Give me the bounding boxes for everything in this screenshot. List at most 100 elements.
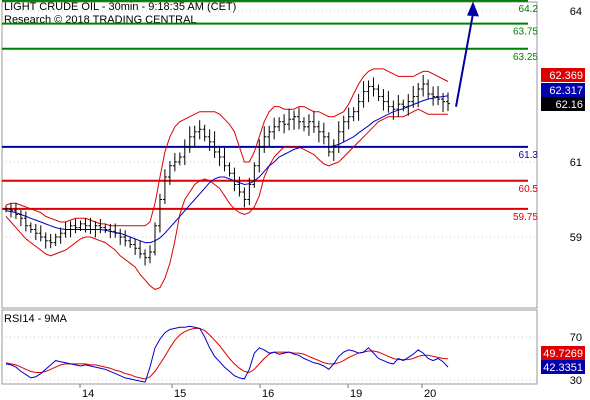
price-bar <box>267 125 272 148</box>
price-tag-text: 62.369 <box>549 70 583 82</box>
price-bar <box>182 139 187 165</box>
price-bar <box>361 80 366 108</box>
price-bar <box>93 221 98 238</box>
price-bar <box>351 107 356 122</box>
price-bar <box>341 115 346 143</box>
price-bar <box>396 95 401 117</box>
price-axis-labels: 64 61 59 <box>570 6 582 244</box>
price-bar <box>212 131 217 158</box>
rsi-line <box>5 325 449 383</box>
price-bar <box>257 139 262 173</box>
price-tag: 62.369 <box>541 68 585 82</box>
price-tag-box <box>541 68 585 82</box>
bollinger-upper-line <box>5 68 449 227</box>
arrow-shaft <box>455 13 474 107</box>
rsi-tick-label: 30 <box>570 375 582 387</box>
level-label: 63.25 <box>513 52 538 63</box>
bollinger-lower-line <box>5 108 448 291</box>
price-bar <box>232 167 237 192</box>
price-bar <box>346 107 351 130</box>
price-bar <box>167 160 172 185</box>
price-bar <box>336 121 341 153</box>
price-bar <box>88 217 93 234</box>
date-tick-label: 19 <box>350 388 362 400</box>
price-bar <box>68 221 73 238</box>
rsi-tag-text: 42.3351 <box>543 362 583 374</box>
level-label: 63.75 <box>513 27 538 38</box>
price-bar <box>53 233 58 246</box>
price-bar <box>157 193 162 233</box>
price-bar <box>98 219 103 234</box>
price-bar <box>381 89 386 111</box>
price-bar <box>207 129 212 151</box>
price-bar <box>262 126 267 153</box>
price-bar <box>162 169 167 204</box>
price-bar <box>217 145 222 167</box>
price-bar <box>306 114 311 136</box>
price-tag-text: 62.317 <box>549 85 583 97</box>
date-axis-labels: 14 15 16 19 20 <box>79 384 436 400</box>
price-bars <box>4 74 450 266</box>
rsi-tick-label: 70 <box>570 332 582 344</box>
price-bar <box>242 187 247 208</box>
price-bar <box>386 91 391 113</box>
price-bar <box>301 117 306 132</box>
price-bar <box>356 94 361 121</box>
price-bar <box>426 79 431 99</box>
price-tag-box <box>541 97 585 111</box>
rsi-panel-border <box>1 309 538 385</box>
price-bar <box>401 99 406 112</box>
price-bar <box>272 117 277 140</box>
price-bar <box>441 93 446 113</box>
chart-title: LIGHT CRUDE OIL - 30min - 9:18:35 AM (CE… <box>4 1 237 13</box>
date-tick-label: 15 <box>174 388 186 400</box>
price-bar <box>18 210 23 227</box>
price-bar <box>406 94 411 116</box>
price-bar <box>282 114 287 134</box>
chart-frame <box>1 1 538 385</box>
price-bar <box>187 126 192 153</box>
arrow-head <box>467 1 479 17</box>
price-bar <box>152 222 157 256</box>
price-bar <box>252 162 257 188</box>
price-bar <box>431 86 436 106</box>
rsi-tag-box <box>541 346 585 360</box>
price-bar <box>133 238 138 255</box>
price-tag-box <box>541 83 585 97</box>
price-bar <box>371 77 376 97</box>
price-bar <box>43 232 48 249</box>
price-bar <box>38 225 43 242</box>
price-bar <box>78 220 83 231</box>
rsi-tag: 49.7269 <box>541 346 585 360</box>
price-bar <box>197 120 202 140</box>
price-tag-text: 62.16 <box>555 99 583 111</box>
price-bar <box>331 139 336 161</box>
key-levels: 64.2 63.75 63.25 61.3 60.5 59.75 <box>2 0 539 223</box>
price-bar <box>237 176 242 197</box>
date-tick-label: 16 <box>262 388 274 400</box>
price-bar <box>316 120 321 143</box>
price-bar <box>202 124 207 142</box>
price-bar <box>247 177 252 206</box>
rsi-panel-title: RSI14 - 9MA <box>4 313 67 325</box>
price-bar <box>138 240 143 259</box>
price-bar <box>326 132 331 157</box>
moving-average-line <box>5 95 449 244</box>
price-tag: 62.16 <box>541 97 585 111</box>
price-bar <box>287 108 292 131</box>
price-tick-label: 64 <box>570 6 582 18</box>
price-tag: 62.317 <box>541 83 585 97</box>
price-bar <box>292 110 297 130</box>
price-bar <box>33 223 38 240</box>
moving-average <box>5 95 449 244</box>
price-bar <box>177 152 182 166</box>
price-tags: 62.369 62.317 62.16 <box>541 68 585 111</box>
level-label: 60.5 <box>519 184 539 195</box>
price-bar <box>63 221 68 238</box>
price-bar <box>23 211 28 232</box>
price-bar <box>113 223 118 238</box>
price-bar <box>297 107 302 130</box>
date-tick-label: 20 <box>424 388 436 400</box>
price-bar <box>446 92 450 112</box>
price-bar <box>108 223 113 239</box>
